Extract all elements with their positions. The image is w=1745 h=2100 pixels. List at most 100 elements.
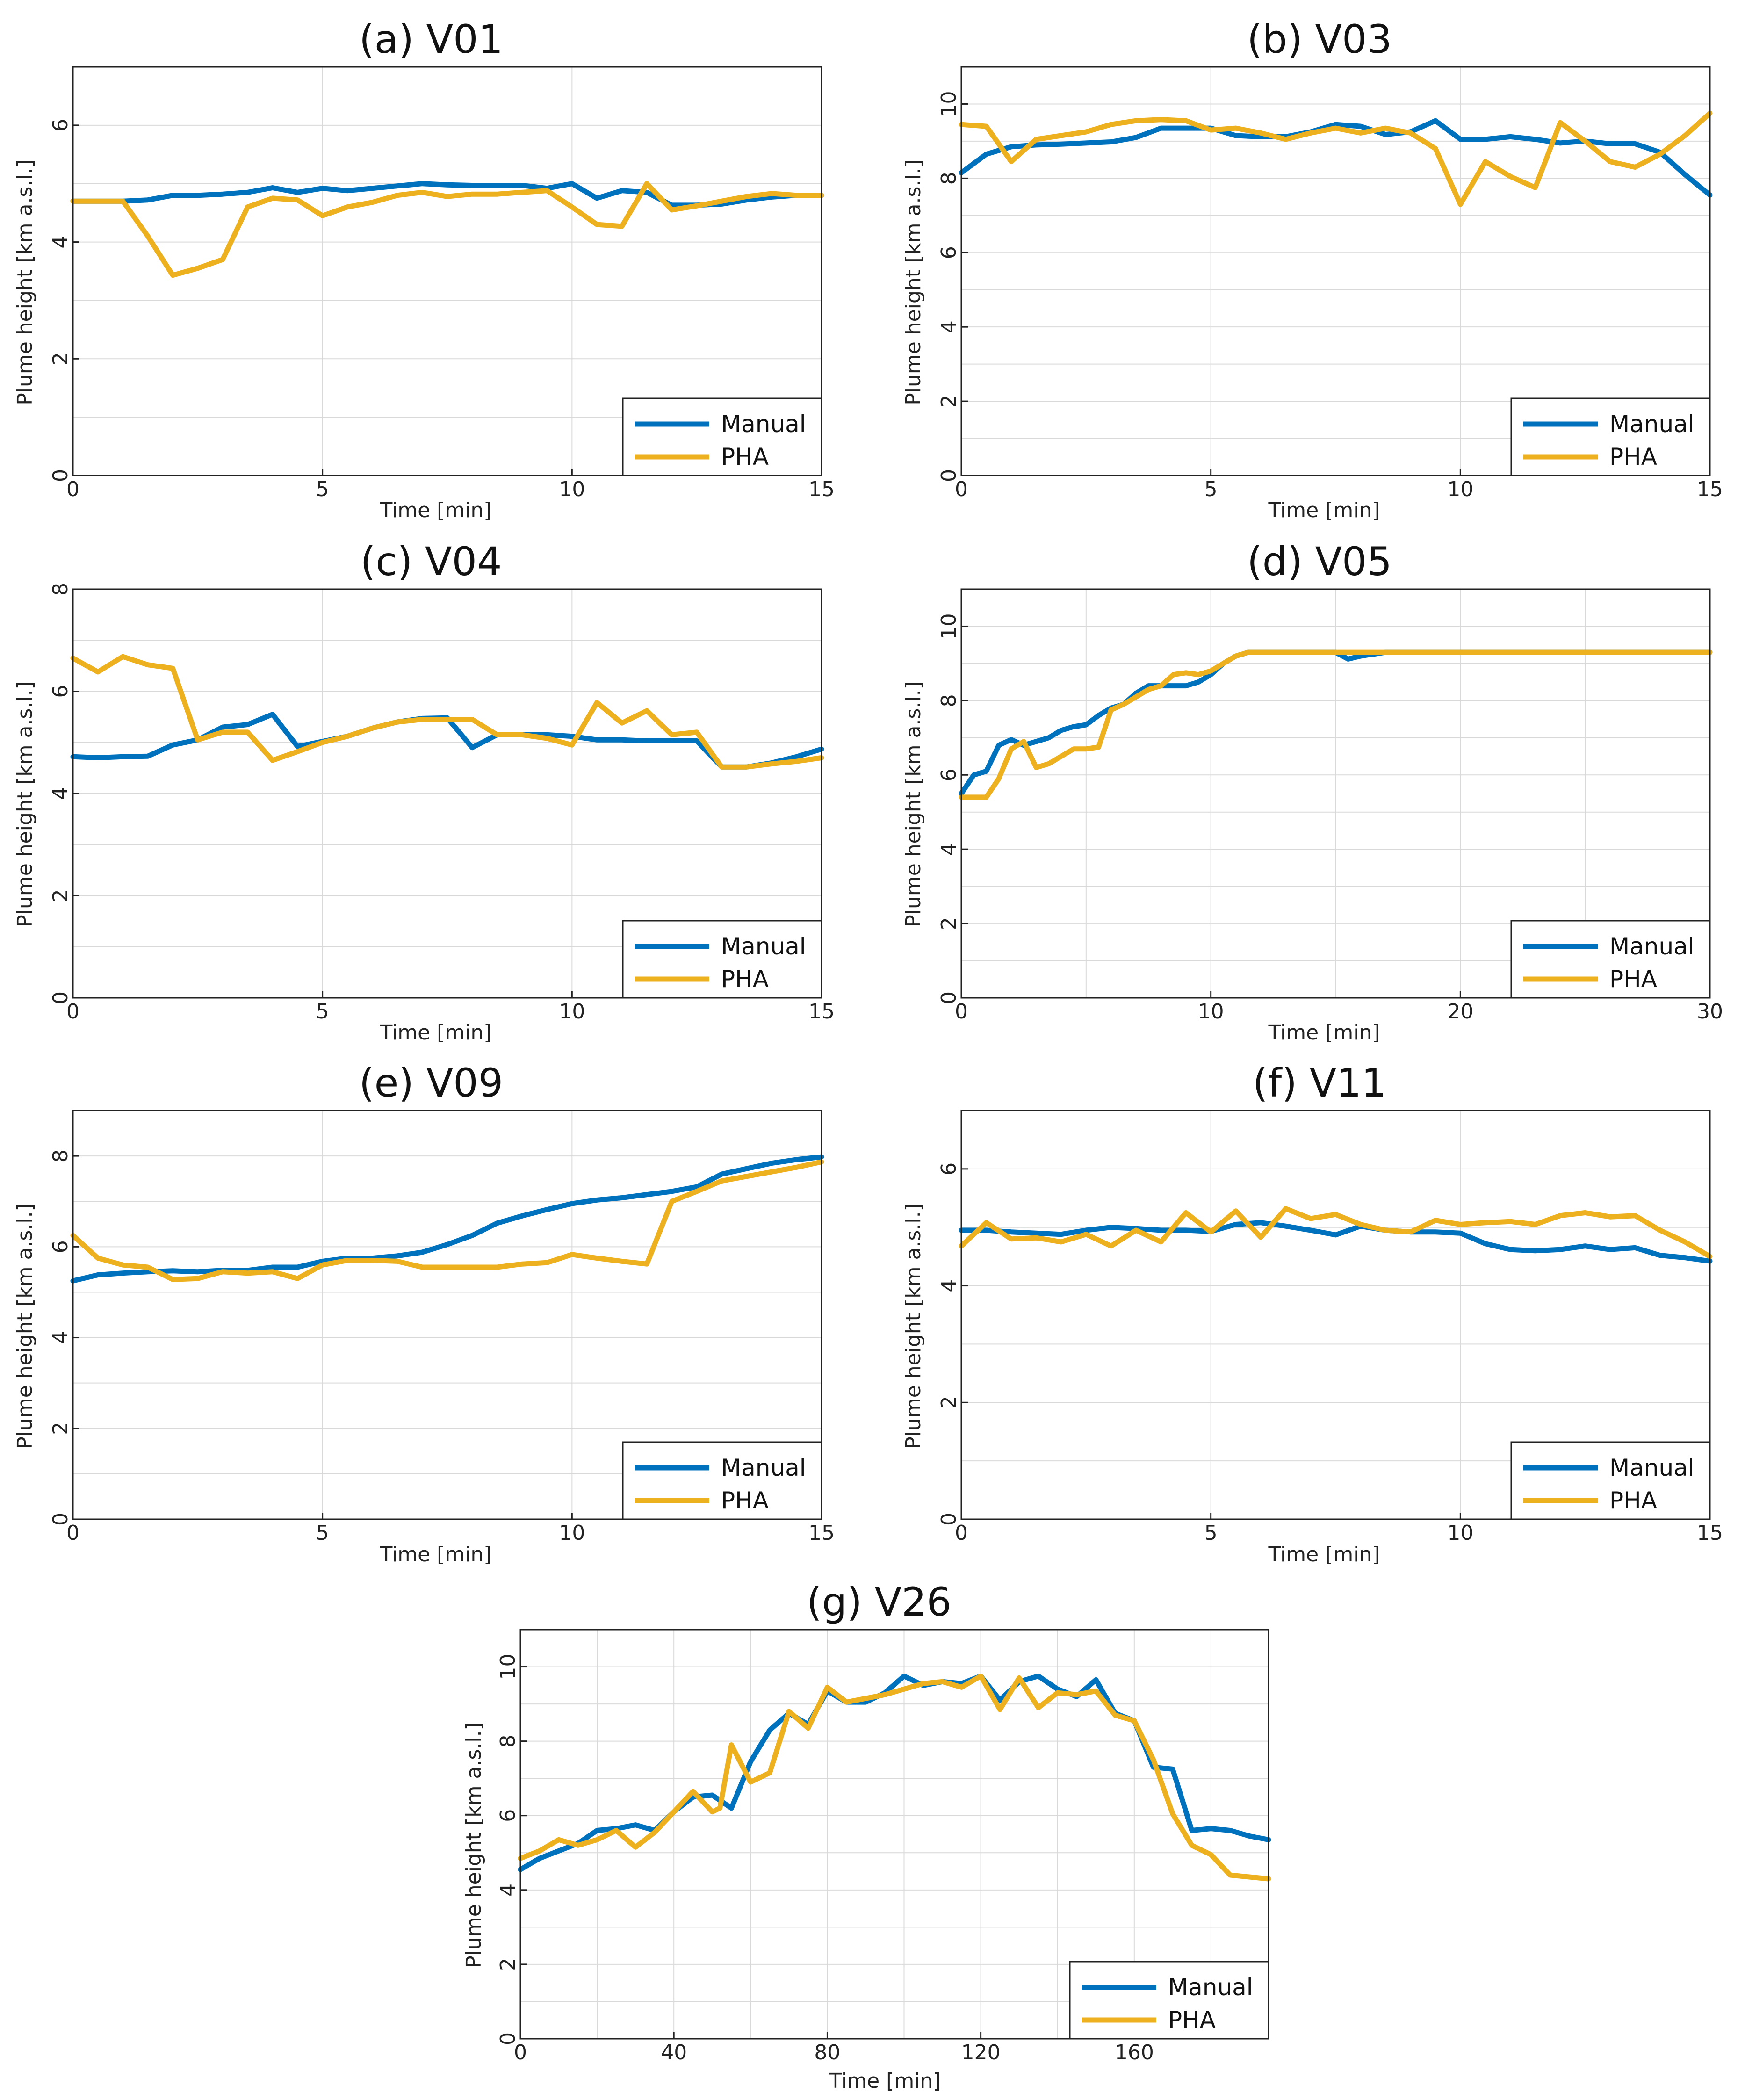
plot-frame (960, 588, 1711, 999)
plot-frame (72, 66, 822, 476)
plot-area: 0 10 20 30 0 2 4 6 8 10 Manual PHA (937, 588, 1723, 1024)
x-tick-label: 15 (1697, 1521, 1723, 1545)
y-tick-label: 0 (496, 2032, 520, 2045)
x-tick-label: 0 (514, 2041, 527, 2064)
legend-label-manual: Manual (721, 1454, 806, 1481)
x-axis-label: Time [min] (829, 2069, 941, 2093)
plot-frame (72, 1110, 822, 1520)
legend: Manual PHA (622, 397, 822, 476)
y-tick-label: 8 (49, 1149, 72, 1162)
legend: Manual PHA (1510, 920, 1711, 999)
x-tick-label: 80 (814, 2041, 840, 2064)
y-tick-label: 4 (496, 1884, 520, 1897)
x-tick-label: 15 (1697, 477, 1723, 501)
legend: Manual PHA (1510, 1441, 1711, 1520)
x-tick-label: 0 (955, 1521, 968, 1545)
legend-box (1510, 1441, 1711, 1520)
x-axis-label: Time [min] (380, 498, 492, 522)
panel-title: (d) V05 (1247, 539, 1392, 585)
legend: Manual PHA (622, 920, 822, 999)
x-tick-label: 30 (1697, 1000, 1723, 1024)
legend-label-manual: Manual (721, 933, 806, 960)
y-tick-label: 4 (49, 787, 72, 800)
legend-label-pha: PHA (1609, 443, 1657, 470)
legend-label-pha: PHA (721, 966, 769, 993)
x-axis-label: Time [min] (380, 1021, 492, 1045)
legend-label-manual: Manual (1168, 1974, 1253, 2001)
panel-b: (b) V03 Plume height [km a.s.l.] Time [m… (901, 16, 1723, 522)
y-tick-label: 6 (49, 1240, 72, 1253)
x-tick-label: 120 (961, 2041, 1001, 2064)
x-tick-label: 10 (1447, 477, 1473, 501)
x-tick-label: 40 (661, 2041, 687, 2064)
y-axis-label: Plume height [km a.s.l.] (13, 159, 37, 405)
x-tick-label: 10 (1198, 1000, 1224, 1024)
plot-area: 0 5 10 15 0 2 4 6 8 Manual PHA (49, 1110, 835, 1545)
legend: Manual PHA (1510, 397, 1711, 476)
x-tick-label: 10 (559, 1000, 585, 1024)
y-tick-label: 2 (937, 917, 961, 930)
y-tick-label: 4 (937, 320, 961, 333)
y-tick-label: 2 (937, 395, 961, 408)
y-tick-label: 8 (496, 1735, 520, 1748)
legend-box (1510, 920, 1711, 999)
panel-a: (a) V01 Plume height [km a.s.l.] Time [m… (13, 16, 835, 522)
plot-frame (960, 66, 1711, 476)
legend-box (1510, 397, 1711, 476)
x-axis-label: Time [min] (1268, 1543, 1380, 1566)
legend-box (622, 397, 822, 476)
plot-area: 0 5 10 15 0 2 4 6 8 10 Manual PHA (937, 66, 1723, 501)
panel-title: (e) V09 (359, 1060, 503, 1106)
x-tick-label: 15 (808, 1521, 835, 1545)
plot-area: 0 5 10 15 0 2 4 6 Manual PHA (49, 66, 835, 501)
y-axis-label: Plume height [km a.s.l.] (13, 681, 37, 927)
y-tick-label: 2 (49, 889, 72, 902)
x-tick-label: 0 (66, 1000, 79, 1024)
panel-f: (f) V11 Plume height [km a.s.l.] Time [m… (901, 1060, 1723, 1566)
legend-label-manual: Manual (1609, 411, 1695, 438)
plot-frame (519, 1629, 1269, 2040)
y-tick-label: 2 (937, 1396, 961, 1409)
x-tick-label: 0 (955, 1000, 968, 1024)
panel-title: (a) V01 (359, 16, 503, 62)
x-tick-label: 10 (559, 477, 585, 501)
series-line-manual (70, 1154, 824, 1284)
x-axis-label: Time [min] (380, 1543, 492, 1566)
y-axis-label: Plume height [km a.s.l.] (462, 1722, 486, 1968)
y-tick-label: 0 (937, 991, 961, 1004)
x-tick-label: 0 (66, 1521, 79, 1545)
x-tick-label: 0 (66, 477, 79, 501)
legend: Manual PHA (622, 1441, 822, 1520)
series-line-manual (959, 649, 1713, 796)
y-tick-label: 8 (937, 172, 961, 185)
panel-e: (e) V09 Plume height [km a.s.l.] Time [m… (13, 1060, 835, 1566)
series-line-pha (518, 1673, 1271, 1882)
series-line-pha (70, 1159, 824, 1282)
legend-label-manual: Manual (1609, 1454, 1695, 1481)
y-tick-label: 4 (49, 1331, 72, 1344)
series-line-pha (959, 110, 1713, 207)
y-tick-label: 2 (49, 352, 72, 365)
y-tick-label: 0 (49, 991, 72, 1004)
x-tick-label: 5 (316, 1000, 329, 1024)
x-axis-label: Time [min] (1268, 498, 1380, 522)
y-tick-label: 0 (49, 1513, 72, 1526)
legend-box (622, 1441, 822, 1520)
y-tick-label: 2 (49, 1422, 72, 1435)
panel-title: (f) V11 (1253, 1060, 1386, 1106)
legend-box (1069, 1961, 1269, 2040)
x-tick-label: 15 (808, 477, 835, 501)
panel-c: (c) V04 Plume height [km a.s.l.] Time [m… (13, 539, 835, 1045)
y-axis-label: Plume height [km a.s.l.] (901, 159, 925, 405)
y-axis-label: Plume height [km a.s.l.] (13, 1203, 37, 1449)
y-tick-label: 6 (937, 768, 961, 781)
y-tick-label: 6 (496, 1809, 520, 1822)
y-tick-label: 10 (937, 91, 961, 117)
series-line-pha (959, 1206, 1713, 1259)
legend-label-manual: Manual (721, 411, 806, 438)
panel-title: (c) V04 (361, 539, 502, 585)
y-tick-label: 6 (937, 1162, 961, 1176)
y-tick-label: 4 (937, 1279, 961, 1292)
y-tick-label: 10 (496, 1654, 520, 1680)
